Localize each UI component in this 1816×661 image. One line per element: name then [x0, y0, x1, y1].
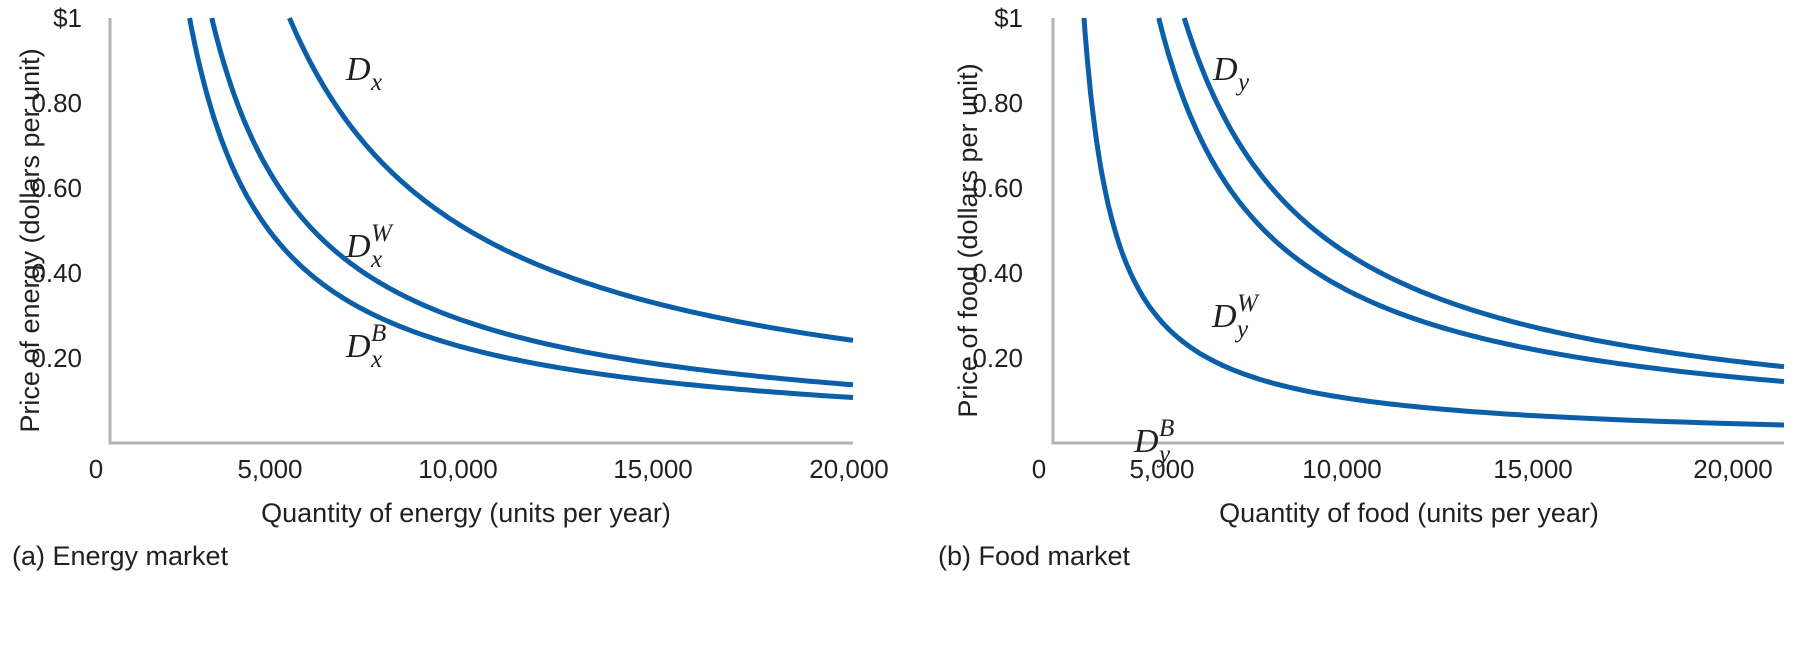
panel-caption: (b) Food market [938, 541, 1131, 571]
curve-label-dx: Dx [345, 51, 382, 96]
axis-lines [1051, 18, 1784, 445]
axis-lines [108, 18, 853, 445]
curve-label-base: D [1212, 51, 1238, 88]
demand-curve-dx-b [187, 17, 854, 400]
curve-label-dx-w: DW x [345, 220, 394, 273]
x-axis-title: Quantity of energy (units per year) [261, 498, 671, 528]
x-tick-label: 20,000 [1693, 454, 1773, 484]
curve-label-dy-w: DW y [1211, 290, 1260, 343]
y-axis-title: Price of food (dollars per unit) [953, 63, 983, 417]
x-axis-title: Quantity of food (units per year) [1219, 498, 1599, 528]
demand-curve-dx-w [209, 17, 854, 388]
curve-label-dx-b: DB x [345, 320, 386, 373]
x-tick-label: 0 [1032, 454, 1046, 484]
demand-curve-dy-b [1081, 17, 1785, 428]
demand-curve-dx [287, 16, 854, 343]
curve-label-dy: Dy [1212, 51, 1250, 96]
curve-label-base: D [345, 328, 371, 365]
curve-label-dy-b: DB y [1133, 415, 1174, 468]
y-tick-label: 0.80 [972, 88, 1023, 118]
curve-label-sub: x [370, 346, 382, 373]
panel-caption: (a) Energy market [12, 541, 229, 571]
y-axis-title: Price of energy (dollars per unit) [15, 48, 45, 432]
curve-label-base: D [345, 228, 371, 265]
x-tick-label: 15,000 [1493, 454, 1573, 484]
curve-label-base: D [1211, 298, 1237, 335]
x-tick-label: 20,000 [809, 454, 889, 484]
x-tick-label: 5,000 [1129, 454, 1194, 484]
y-tick-label: $1 [994, 3, 1023, 33]
y-tick-label: 0.20 [31, 343, 82, 373]
curve-label-sub: y [1235, 69, 1250, 96]
curve-label-sup: W [1237, 290, 1260, 317]
curve-label-sub: x [370, 246, 382, 273]
curve-label-base: D [345, 51, 371, 88]
y-tick-label: 0.40 [972, 258, 1023, 288]
x-tick-label: 10,000 [1302, 454, 1382, 484]
curve-label-sup: B [1159, 415, 1174, 442]
y-tick-label: 0.20 [972, 343, 1023, 373]
y-tick-label: $1 [53, 3, 82, 33]
y-tick-label: 0.40 [31, 258, 82, 288]
curve-label-sup: B [371, 320, 386, 347]
x-tick-label: 10,000 [418, 454, 498, 484]
y-tick-label: 0.80 [31, 88, 82, 118]
energy-market-panel: 0.20 0.40 0.60 0.80 $1 0 5,000 10,000 15,000 20,0… [12, 3, 889, 571]
demand-curve-dy-w [1156, 17, 1785, 384]
curve-label-sub: x [370, 69, 382, 96]
curve-label-sub: y [1156, 441, 1171, 468]
y-tick-label: 0.60 [31, 173, 82, 203]
curve-label-sup: W [371, 220, 394, 247]
y-tick-label: 0.60 [972, 173, 1023, 203]
demand-curve-dy [1181, 17, 1785, 370]
x-tick-label: 0 [89, 454, 103, 484]
curve-label-base: D [1133, 423, 1159, 460]
x-tick-label: 15,000 [613, 454, 693, 484]
curve-label-sub: y [1234, 316, 1249, 343]
x-tick-label: 5,000 [237, 454, 302, 484]
food-market-panel: 0.20 0.40 0.60 0.80 $1 0 5,000 10,000 15,000 20,0… [938, 3, 1785, 571]
